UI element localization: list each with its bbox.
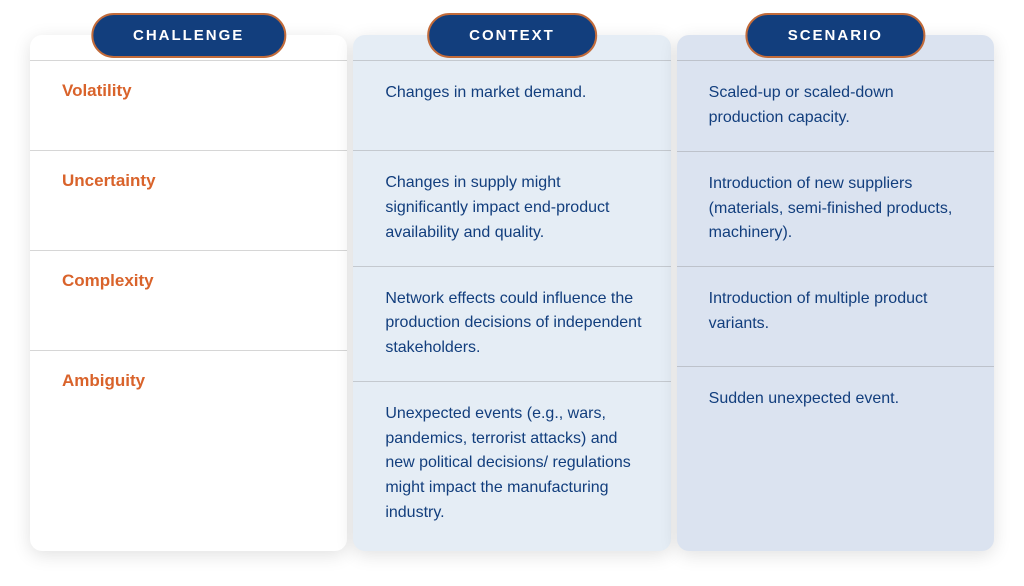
context-cell: Network effects could influence the prod… [385, 287, 642, 361]
header-challenge: CHALLENGE [91, 13, 286, 58]
challenge-cell: Ambiguity [62, 371, 145, 391]
header-context-label: CONTEXT [469, 27, 555, 44]
table-row: Unexpected events (e.g., wars, pandemics… [353, 381, 670, 551]
table-row: Introduction of new suppliers (materials… [677, 151, 994, 266]
scenario-cell: Scaled-up or scaled-down production capa… [709, 81, 966, 131]
table-row: Introduction of multiple product variant… [677, 266, 994, 366]
table-row: Network effects could influence the prod… [353, 266, 670, 381]
header-scenario: SCENARIO [746, 13, 925, 58]
column-context: CONTEXT Changes in market demand. Change… [353, 35, 670, 551]
column-scenario: SCENARIO Scaled-up or scaled-down produc… [677, 35, 994, 551]
scenario-cell: Sudden unexpected event. [709, 387, 899, 412]
challenge-cell: Uncertainty [62, 171, 156, 191]
table-row: Sudden unexpected event. [677, 366, 994, 536]
table-row: Volatility [30, 60, 347, 150]
table-row: Scaled-up or scaled-down production capa… [677, 60, 994, 151]
context-cell: Changes in supply might significantly im… [385, 171, 642, 245]
context-cell: Changes in market demand. [385, 81, 586, 106]
table-row: Ambiguity [30, 350, 347, 520]
column-challenge: CHALLENGE Volatility Uncertainty Complex… [30, 35, 347, 551]
challenge-cell: Complexity [62, 271, 154, 291]
header-context: CONTEXT [427, 13, 597, 58]
table-row: Changes in market demand. [353, 60, 670, 150]
context-cell: Unexpected events (e.g., wars, pandemics… [385, 402, 642, 526]
table-row: Uncertainty [30, 150, 347, 250]
vuca-table: CHALLENGE Volatility Uncertainty Complex… [30, 35, 994, 551]
scenario-cell: Introduction of multiple product variant… [709, 287, 966, 337]
table-row: Complexity [30, 250, 347, 350]
scenario-cell: Introduction of new suppliers (materials… [709, 172, 966, 246]
challenge-cell: Volatility [62, 81, 132, 101]
header-scenario-label: SCENARIO [788, 27, 883, 44]
table-row: Changes in supply might significantly im… [353, 150, 670, 265]
header-challenge-label: CHALLENGE [133, 27, 244, 44]
